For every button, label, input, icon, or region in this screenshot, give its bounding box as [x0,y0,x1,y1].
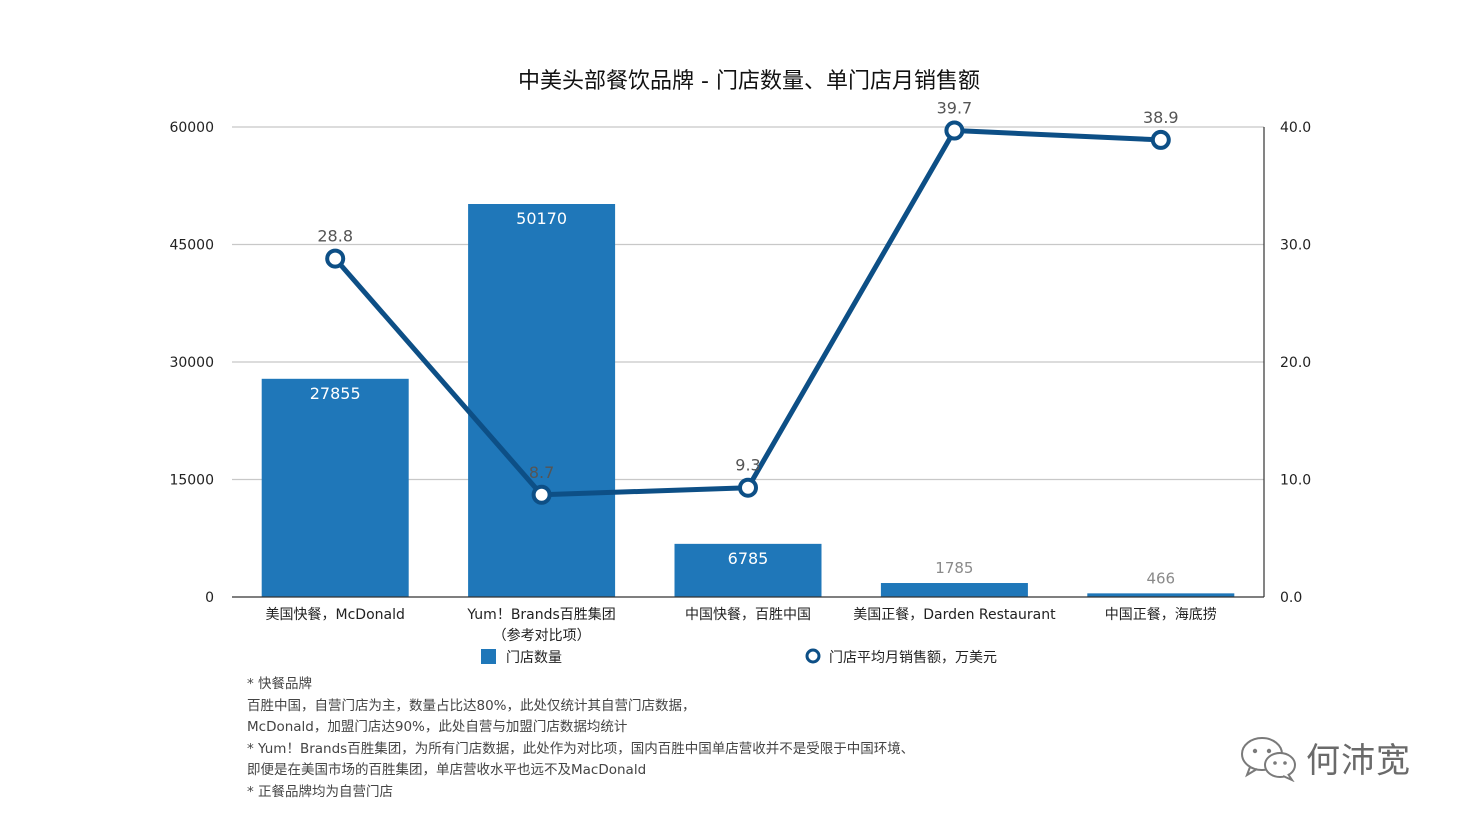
legend-line-marker [805,648,821,664]
line-point [325,248,346,269]
line-value-label: 9.3 [735,456,760,475]
chart-title: 中美头部餐饮品牌 - 门店数量、单门店月销售额 [518,69,980,94]
y-right-tick-label: 10.0 [1280,473,1311,489]
y-right-tick-label: 40.0 [1280,120,1311,136]
line-series [325,120,1171,505]
note-line: * 正餐品牌均为自营门店 [247,783,394,800]
line-value-label: 39.7 [937,99,973,118]
note-line: * 快餐品牌 [247,676,313,692]
bar [674,543,822,597]
bar [468,204,616,598]
data-labels: 27855 50170 6785 1785 466 28.8 8.7 9.3 39.7 38.9 [310,99,1179,588]
bar [880,583,1028,597]
axes: 0 15000 30000 45000 60000 0.0 10.0 20.0 30.0 40.0… [169,120,1311,644]
y-left-tick-label: 60000 [169,120,214,136]
y-right-tick-label: 30.0 [1280,238,1311,254]
line-point [531,484,552,505]
bar [1087,593,1235,597]
note-line: 百胜中国，自营门店为主，数量占比达80%，此处仅统计其自营门店数据， [247,697,696,714]
x-tick-label: 美国快餐，McDonald [266,607,405,623]
note-line: McDonald，加盟门店达90%，此处自营与加盟门店数据均统计 [247,719,628,735]
wechat-icon [1241,736,1296,782]
line-value-label: 8.7 [529,463,554,482]
bar-value-label: 50170 [516,209,567,228]
bar-value-label: 1785 [935,559,973,577]
legend: 门店数量 门店平均月销售额，万美元 [481,648,997,666]
note-line: 即便是在美国市场的百胜集团，单店营收水平也远不及MacDonald [247,762,647,778]
x-tick-label: 美国正餐，Darden Restaurant [853,607,1056,623]
bar [261,378,409,597]
bar-value-label: 6785 [728,549,769,568]
y-left-tick-label: 15000 [169,473,214,489]
line-value-label: 38.9 [1143,108,1179,127]
bar-value-label: 27855 [310,384,361,403]
legend-bar-label: 门店数量 [506,650,562,666]
x-tick-label: Yum！Brands百胜集团 [466,606,615,623]
watermark: 何沛宽 [1238,733,1411,782]
line-value-label: 28.8 [317,227,353,246]
series-line [333,128,1161,498]
y-right-tick-label: 20.0 [1280,355,1311,371]
y-right-tick-label: 0.0 [1280,590,1302,606]
bar-series [261,204,1235,598]
bar-value-label: 466 [1146,569,1175,587]
x-tick-label: 中国快餐，百胜中国 [685,607,811,623]
footnotes: * 快餐品牌 百胜中国，自营门店为主，数量占比达80%，此处仅统计其自营门店数据… [247,674,914,803]
legend-bar-swatch [481,649,496,664]
y-left-tick-label: 0 [205,590,214,606]
y-left-tick-label: 45000 [169,238,214,254]
note-line: * Yum！Brands百胜集团，为所有门店数据，此处作为对比项，国内百胜中国单… [247,740,915,757]
x-tick-label: （参考对比项） [493,627,591,644]
watermark-text: 何沛宽 [1306,741,1411,781]
x-tick-label: 中国正餐，海底捞 [1105,607,1217,623]
y-left-tick-label: 30000 [169,355,214,371]
line-point [1150,129,1171,150]
legend-line-label: 门店平均月销售额，万美元 [829,650,997,666]
line-point [944,120,965,141]
line-point [738,477,758,498]
